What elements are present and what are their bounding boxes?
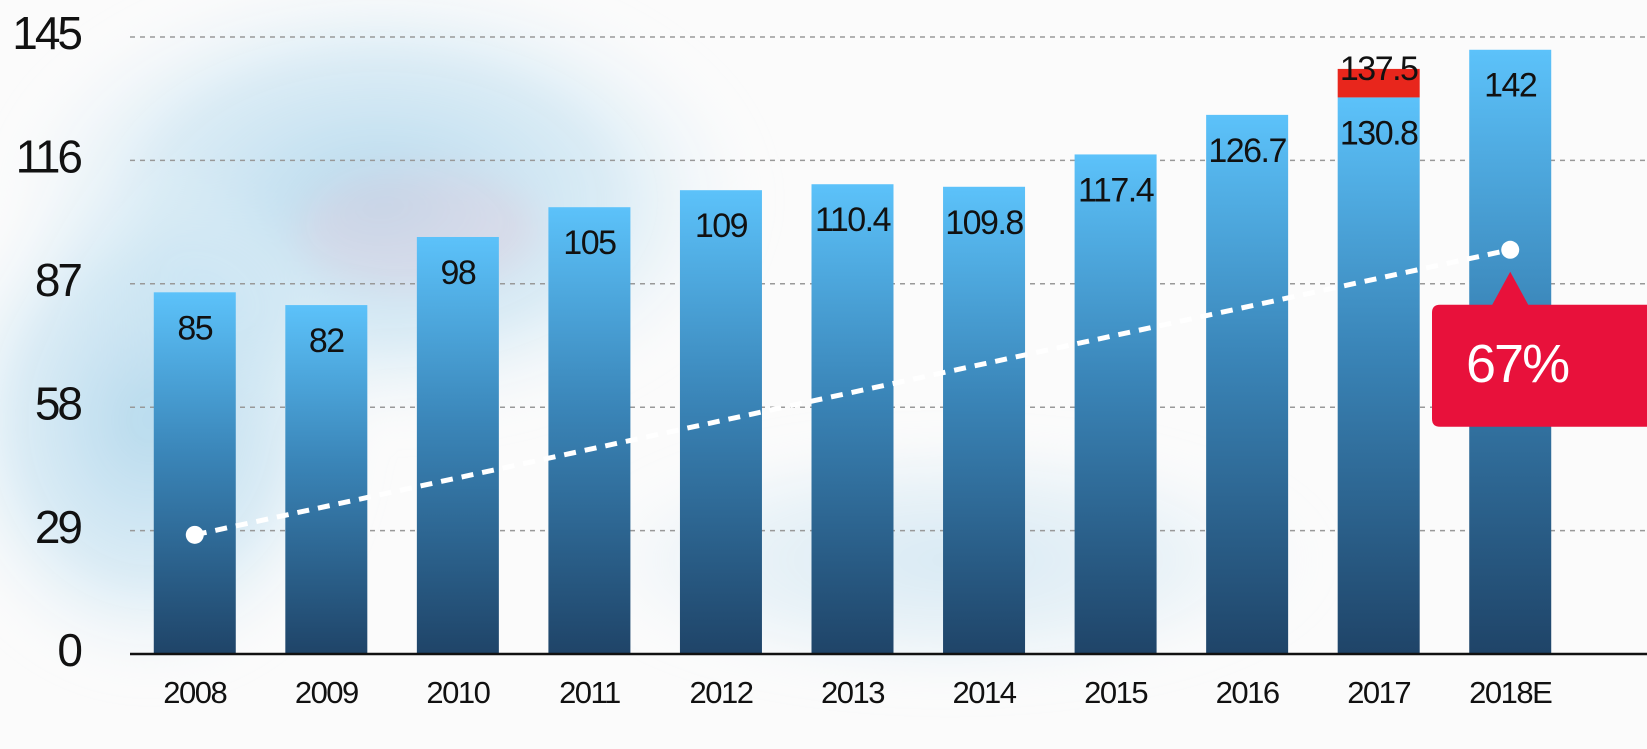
- value-label: 105: [563, 224, 616, 262]
- x-tick-label: 2008: [163, 675, 226, 710]
- y-tick-label: 29: [35, 501, 82, 553]
- y-tick-label: 58: [35, 377, 82, 429]
- value-label: 126.7: [1208, 132, 1286, 170]
- bars: [153, 49, 1552, 655]
- callout-text: 67%: [1466, 334, 1569, 394]
- callout-box: [1432, 271, 1647, 427]
- value-label: 117.4: [1078, 171, 1154, 209]
- x-tick-label: 2012: [689, 675, 752, 710]
- x-tick-label: 2013: [821, 675, 884, 710]
- x-tick-label: 2016: [1216, 675, 1279, 710]
- y-tick-label: 145: [12, 7, 81, 59]
- x-tick-label: 2018E: [1469, 675, 1552, 710]
- x-tick-label: 2011: [559, 675, 620, 710]
- value-label: 82: [309, 322, 344, 360]
- x-tick-label: 2009: [295, 675, 358, 710]
- x-tick-label: 2014: [953, 675, 1017, 710]
- bar: [1337, 68, 1420, 98]
- trend-line: [194, 247, 1511, 538]
- value-label: 109: [695, 207, 748, 245]
- bar: [416, 236, 499, 654]
- value-label: 110.4: [815, 201, 891, 239]
- value-label: 109.8: [945, 204, 1023, 242]
- y-tick-label: 116: [16, 131, 82, 183]
- y-tick-label: 0: [57, 624, 81, 676]
- value-label: 85: [177, 309, 212, 347]
- bar: [811, 184, 894, 655]
- bar: [943, 186, 1026, 654]
- labels: 0 29 58 87 116 145 85 82 98 105 109 110.4 109.8 117.4…: [12, 7, 1647, 710]
- value-label: 98: [440, 254, 475, 292]
- bar: [285, 305, 368, 654]
- value-label: 130.8: [1340, 114, 1418, 152]
- x-tick-label: 2017: [1347, 675, 1410, 710]
- value-label: 142: [1484, 67, 1537, 105]
- bar: [548, 207, 631, 654]
- trend-point: [185, 525, 204, 544]
- x-tick-label: 2010: [426, 675, 490, 710]
- annotation: 137.5: [1340, 50, 1418, 88]
- trend-point: [1501, 240, 1520, 259]
- x-tick-label: 2015: [1084, 675, 1147, 710]
- bar: [679, 190, 762, 654]
- bar: [1206, 114, 1289, 655]
- bar: [153, 292, 236, 654]
- bar: [1337, 97, 1420, 654]
- y-tick-label: 87: [35, 254, 82, 306]
- bar: [1074, 154, 1157, 655]
